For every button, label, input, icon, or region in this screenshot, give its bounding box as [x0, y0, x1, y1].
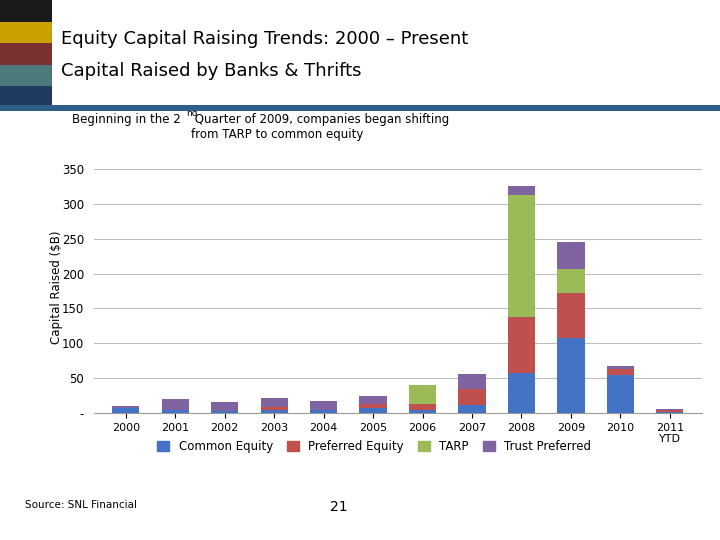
Bar: [508, 317, 535, 373]
Bar: [261, 399, 288, 407]
Bar: [508, 373, 535, 413]
Bar: [557, 269, 585, 293]
Bar: [508, 195, 535, 317]
Bar: [557, 242, 585, 269]
Text: 21: 21: [330, 500, 347, 514]
Bar: [508, 186, 535, 195]
Bar: [161, 399, 189, 410]
Bar: [557, 293, 585, 339]
Bar: [409, 410, 436, 413]
Bar: [211, 411, 238, 413]
Legend: Common Equity, Preferred Equity, TARP, Trust Preferred: Common Equity, Preferred Equity, TARP, T…: [158, 440, 591, 454]
Bar: [607, 366, 634, 369]
Bar: [261, 410, 288, 413]
Bar: [310, 410, 337, 413]
Bar: [359, 396, 387, 404]
Bar: [161, 410, 189, 413]
Bar: [656, 411, 683, 413]
Bar: [459, 374, 485, 389]
Bar: [459, 389, 485, 405]
Bar: [656, 410, 683, 411]
Bar: [607, 375, 634, 413]
Bar: [310, 401, 337, 410]
Bar: [112, 408, 140, 413]
Bar: [656, 409, 683, 410]
Bar: [607, 369, 634, 375]
Text: Source: SNL Financial: Source: SNL Financial: [25, 500, 138, 510]
Text: Quarter of 2009, companies began shifting
from TARP to common equity: Quarter of 2009, companies began shiftin…: [192, 113, 449, 141]
Bar: [112, 406, 140, 408]
Text: Capital Raised by Banks & Thrifts: Capital Raised by Banks & Thrifts: [61, 62, 361, 80]
Bar: [409, 385, 436, 404]
Text: nd: nd: [186, 109, 198, 118]
Bar: [211, 402, 238, 411]
Bar: [409, 404, 436, 410]
Bar: [557, 339, 585, 413]
Bar: [359, 404, 387, 408]
Bar: [359, 408, 387, 413]
Bar: [261, 407, 288, 410]
Y-axis label: Capital Raised ($B): Capital Raised ($B): [50, 231, 63, 345]
Text: Beginning in the 2: Beginning in the 2: [72, 113, 181, 126]
Bar: [459, 405, 485, 413]
Text: Equity Capital Raising Trends: 2000 – Present: Equity Capital Raising Trends: 2000 – Pr…: [61, 30, 469, 48]
